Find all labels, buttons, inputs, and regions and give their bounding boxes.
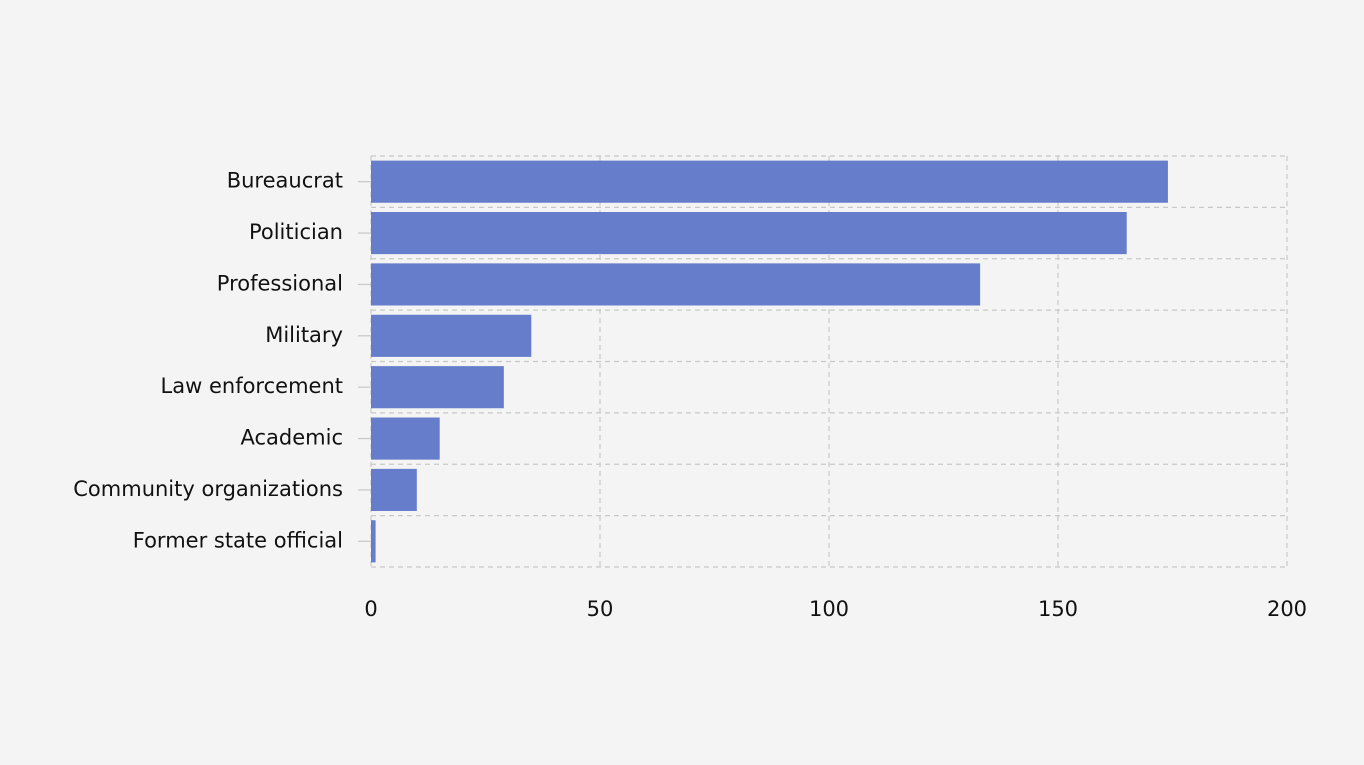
y-tick-label: Academic <box>241 426 344 450</box>
bar <box>371 160 1168 203</box>
bar <box>371 314 532 357</box>
y-tick-label: Military <box>265 323 343 347</box>
bar <box>371 417 440 460</box>
bar <box>371 211 1127 255</box>
x-tick-label: 200 <box>1267 597 1307 621</box>
x-tick-label: 150 <box>1038 597 1078 621</box>
y-tick-label: Law enforcement <box>161 374 343 398</box>
x-tick-label: 0 <box>364 597 377 621</box>
bar <box>371 468 417 512</box>
bar <box>371 520 376 563</box>
x-tick-label: 100 <box>809 597 849 621</box>
y-tick-label: Community organizations <box>73 477 343 501</box>
bar <box>371 263 981 306</box>
y-tick-label: Politician <box>249 220 343 244</box>
y-tick-label: Former state official <box>133 528 343 552</box>
y-tick-label: Bureaucrat <box>227 169 343 193</box>
bar <box>371 366 504 409</box>
x-tick-label: 50 <box>587 597 614 621</box>
y-tick-label: Professional <box>217 271 343 295</box>
